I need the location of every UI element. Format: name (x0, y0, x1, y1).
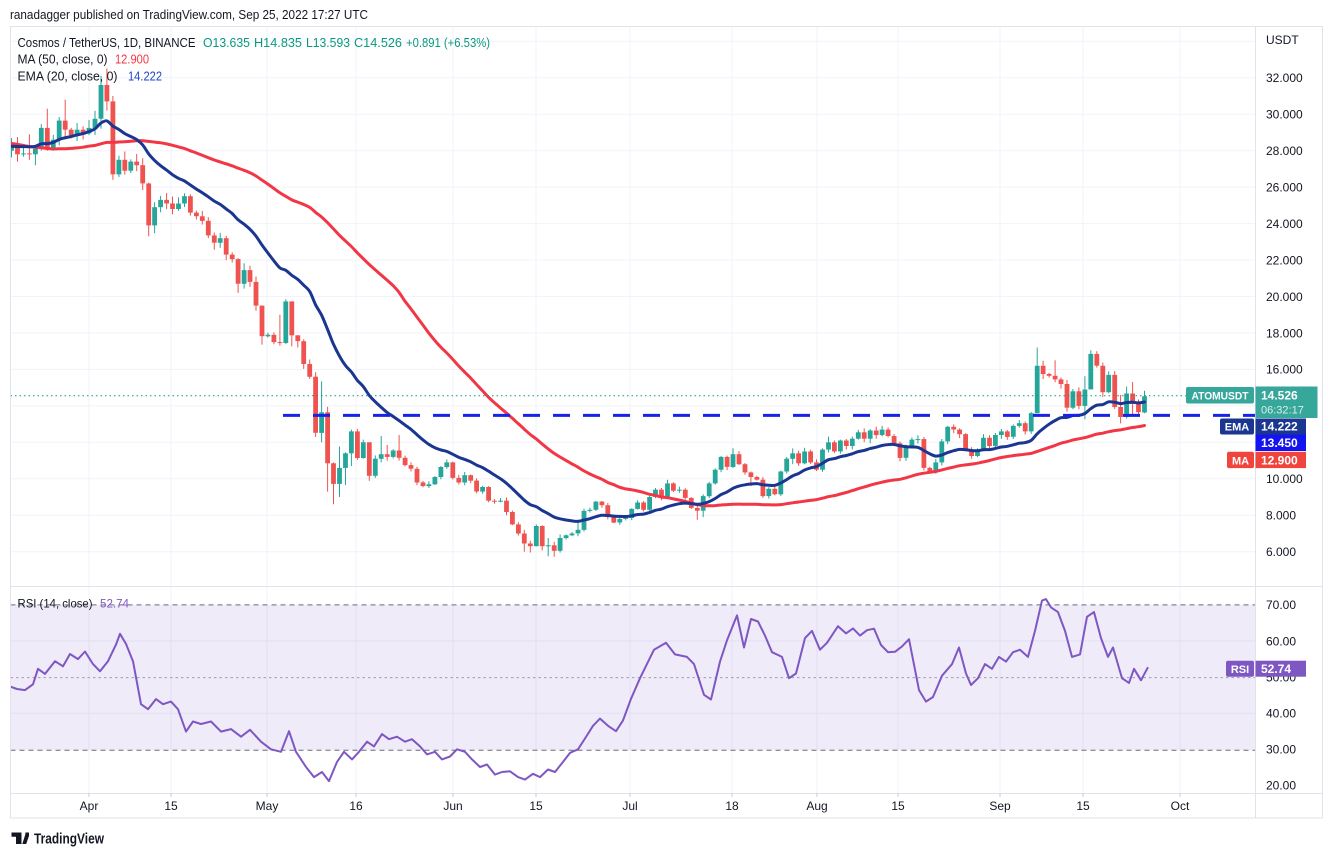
svg-text:+0.891 (+6.53%): +0.891 (+6.53%) (406, 35, 490, 50)
svg-text:10.000: 10.000 (1266, 472, 1303, 486)
svg-text:L13.593: L13.593 (306, 35, 350, 50)
svg-text:H14.835: H14.835 (254, 35, 302, 50)
svg-text:12.900: 12.900 (115, 52, 149, 67)
svg-text:30.00: 30.00 (1266, 743, 1296, 757)
svg-text:16.000: 16.000 (1266, 363, 1303, 377)
svg-text:28.000: 28.000 (1266, 144, 1303, 158)
svg-text:18: 18 (725, 799, 739, 813)
svg-text:32.000: 32.000 (1266, 71, 1303, 85)
svg-text:MA (50, close, 0): MA (50, close, 0) (18, 52, 108, 67)
svg-text:40.00: 40.00 (1266, 707, 1296, 721)
svg-text:Jul: Jul (622, 799, 637, 813)
svg-text:Sep: Sep (989, 799, 1011, 813)
svg-text:6.000: 6.000 (1266, 545, 1296, 559)
svg-text:30.000: 30.000 (1266, 108, 1303, 122)
svg-text:May: May (256, 799, 279, 813)
svg-text:Aug: Aug (806, 799, 827, 813)
svg-text:MA: MA (1232, 455, 1249, 467)
svg-text:06:32:17: 06:32:17 (1261, 405, 1304, 417)
svg-text:Apr: Apr (80, 799, 99, 813)
svg-text:Oct: Oct (1171, 799, 1190, 813)
svg-text:14.222: 14.222 (128, 69, 162, 84)
svg-text:8.000: 8.000 (1266, 509, 1296, 523)
svg-text:12.900: 12.900 (1261, 453, 1298, 467)
svg-text:EMA (20, close, 0): EMA (20, close, 0) (18, 69, 118, 84)
svg-text:ranadagger published on Tradin: ranadagger published on TradingView.com,… (10, 7, 368, 22)
svg-text:15: 15 (529, 799, 543, 813)
svg-text:15: 15 (1076, 799, 1090, 813)
svg-text:52.74: 52.74 (1261, 662, 1291, 676)
svg-text:13.450: 13.450 (1261, 436, 1298, 450)
svg-text:Jun: Jun (443, 799, 462, 813)
svg-text:20.000: 20.000 (1266, 290, 1303, 304)
svg-text:15: 15 (891, 799, 905, 813)
svg-text:RSI (14, close): RSI (14, close) (18, 597, 93, 611)
svg-text:15: 15 (164, 799, 178, 813)
svg-text:52.74: 52.74 (100, 597, 129, 611)
svg-text:USDT: USDT (1266, 33, 1299, 47)
svg-text:60.00: 60.00 (1266, 634, 1296, 648)
svg-text:14.222: 14.222 (1261, 420, 1298, 434)
svg-text:16: 16 (349, 799, 363, 813)
svg-text:24.000: 24.000 (1266, 217, 1303, 231)
svg-text:22.000: 22.000 (1266, 253, 1303, 267)
svg-text:18.000: 18.000 (1266, 326, 1303, 340)
svg-text:C14.526: C14.526 (354, 35, 402, 50)
svg-text:20.00: 20.00 (1266, 779, 1296, 793)
svg-text:Cosmos / TetherUS, 1D, BINANCE: Cosmos / TetherUS, 1D, BINANCE (18, 35, 196, 50)
svg-text:O13.635: O13.635 (203, 35, 250, 50)
svg-text:70.00: 70.00 (1266, 598, 1296, 612)
svg-text:14.526: 14.526 (1261, 389, 1298, 403)
svg-text:EMA: EMA (1225, 422, 1250, 434)
svg-text:RSI: RSI (1231, 664, 1249, 676)
svg-text:TradingView: TradingView (34, 831, 104, 848)
svg-text:ATOMUSDT: ATOMUSDT (1192, 391, 1249, 403)
svg-text:26.000: 26.000 (1266, 180, 1303, 194)
